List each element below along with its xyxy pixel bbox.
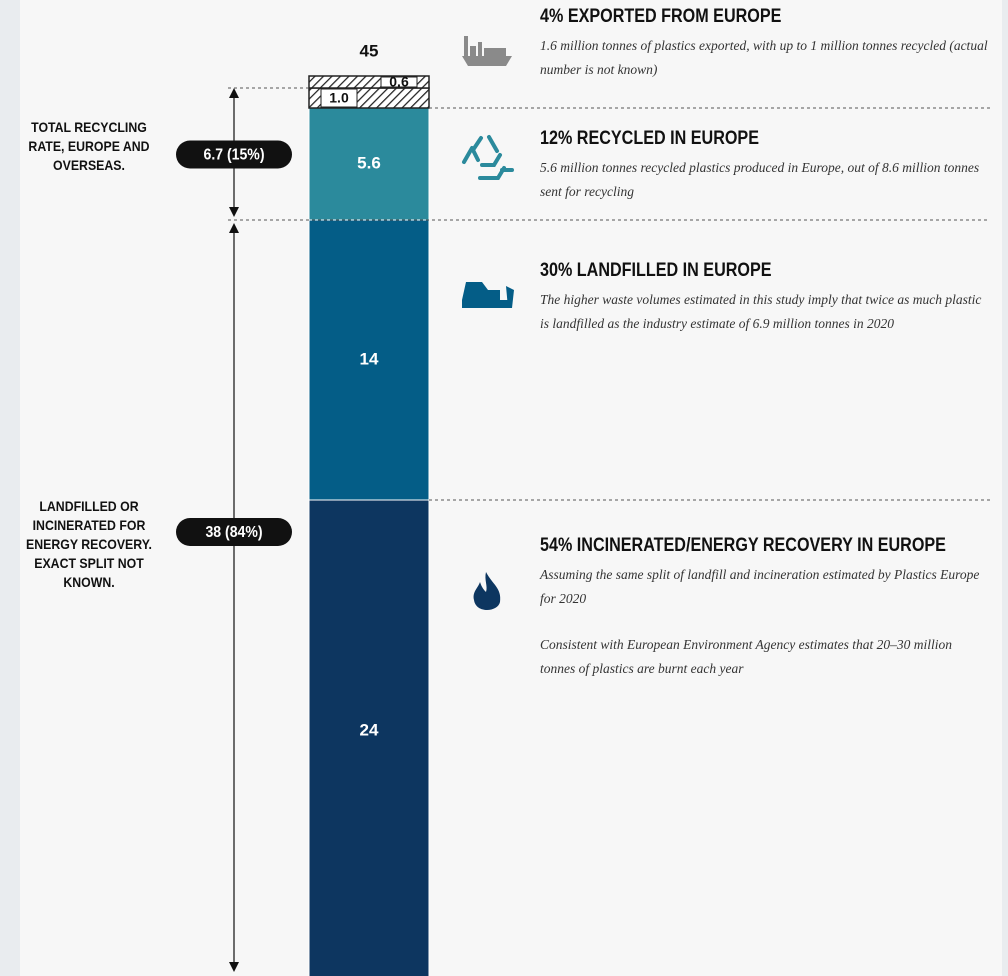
label-box bbox=[380, 76, 418, 88]
annotation: 4% EXPORTED FROM EUROPE 1.6 million tonne… bbox=[540, 6, 990, 104]
total-label: 45 bbox=[360, 41, 379, 60]
segment-label: 5.6 bbox=[357, 153, 381, 172]
annotation-text: Consistent with European Environment Age… bbox=[540, 637, 952, 676]
arrow-head bbox=[229, 88, 239, 98]
icon bbox=[470, 135, 514, 172]
annotation: 30% LANDFILLED IN EUROPE The higher waste… bbox=[540, 260, 990, 358]
arrow-head bbox=[229, 962, 239, 972]
segment-label: 0.6 bbox=[389, 74, 409, 90]
segment-label: 1.0 bbox=[329, 90, 349, 106]
segment-label: 24 bbox=[360, 720, 379, 739]
icon bbox=[473, 572, 501, 610]
segment-label: 14 bbox=[360, 349, 379, 368]
annotation: 12% RECYCLED IN EUROPE 5.6 million tonnes… bbox=[540, 128, 990, 226]
annotation-title: 30% LANDFILLED IN EUROPE bbox=[540, 260, 772, 281]
icon bbox=[462, 146, 506, 180]
bar-segment bbox=[308, 107, 430, 221]
arrow-head bbox=[229, 223, 239, 233]
annotation-title: 54% INCINERATED/ENERGY RECOVERY IN EUROP… bbox=[540, 535, 946, 556]
bar-segment bbox=[308, 499, 430, 976]
side-label: TOTAL RECYCLING RATE, EUROPE AND OVERSEA… bbox=[28, 119, 150, 173]
annotation: 54% INCINERATED/ENERGY RECOVERY IN EUROP… bbox=[540, 535, 990, 703]
label-box bbox=[320, 88, 358, 108]
annotation-text: 1.6 million tonnes of plastics exported,… bbox=[540, 38, 988, 77]
icon bbox=[462, 282, 514, 308]
pill bbox=[176, 140, 292, 169]
annotation-text: The higher waste volumes estimated in th… bbox=[540, 292, 982, 331]
annotation-text: 5.6 million tonnes recycled plastics pro… bbox=[540, 160, 980, 199]
annotation-title: 4% EXPORTED FROM EUROPE bbox=[540, 6, 782, 27]
annotation-title: 12% RECYCLED IN EUROPE bbox=[540, 128, 759, 149]
icon bbox=[462, 36, 512, 66]
pill-label: 6.7 (15%) bbox=[203, 146, 264, 164]
pill bbox=[176, 518, 292, 546]
side-label: LANDFILLED OR INCINERATED FOR ENERGY REC… bbox=[26, 498, 152, 590]
annotation-text: Assuming the same split of landfill and … bbox=[540, 567, 980, 606]
pill-label: 38 (84%) bbox=[205, 523, 262, 541]
arrow-head bbox=[229, 207, 239, 217]
